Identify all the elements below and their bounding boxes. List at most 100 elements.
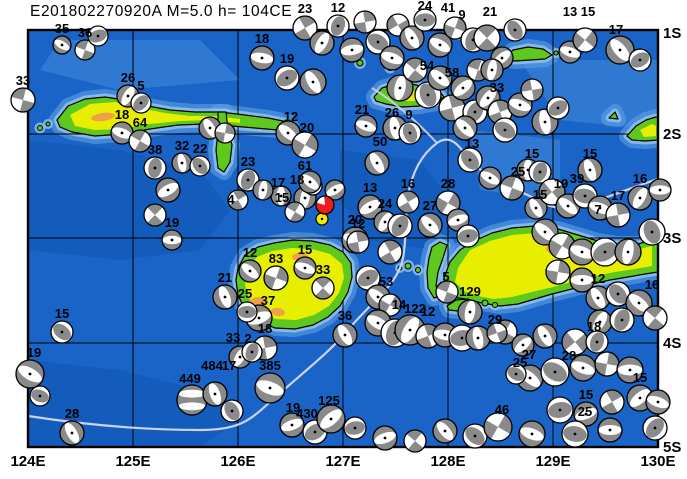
focal-mechanism [128, 129, 152, 153]
depth-label: 15 [533, 187, 547, 202]
depth-label: 122 [404, 301, 426, 316]
focal-mechanism [10, 87, 36, 113]
depth-label: 15 [579, 387, 593, 402]
depth-label: 36 [338, 308, 352, 323]
focal-mechanism [343, 416, 367, 440]
focal-mechanism [274, 65, 300, 91]
depth-label: 15 [633, 370, 647, 385]
axis-labels: 124E 125E 126E 127E 128E 129E 130E 1S 2S 3S 4S 5S [10, 25, 681, 470]
focal-mechanism [561, 328, 589, 356]
focal-mechanism [585, 330, 609, 354]
focal-mechanism [478, 166, 502, 190]
depth-label: 15 [581, 4, 595, 19]
focal-mechanism [572, 27, 598, 53]
focal-mechanism [238, 259, 262, 283]
depth-label: 9 [458, 7, 465, 22]
focal-mechanism [590, 237, 620, 267]
depth-label: 7 [594, 202, 601, 217]
focal-mechanism [212, 284, 238, 310]
focal-mechanism [50, 320, 74, 344]
depth-label: 125 [318, 393, 340, 408]
focal-mechanism [284, 201, 306, 223]
depth-label: 12 [421, 304, 435, 319]
focal-mechanism [518, 420, 546, 448]
lon-label: 127E [325, 453, 360, 470]
focal-mechanism [254, 372, 286, 404]
depth-label: 15 [55, 306, 69, 321]
depth-label: 32 [175, 138, 189, 153]
focal-mechanism [456, 224, 480, 248]
focal-mechanism [110, 121, 134, 145]
focal-mechanism [87, 25, 109, 47]
focal-mechanism [443, 16, 467, 40]
depth-label: 12 [351, 216, 365, 231]
focal-mechanism [291, 131, 319, 159]
focal-mechanism [642, 415, 668, 441]
focal-mechanism [387, 213, 413, 239]
depth-label: 18 [115, 107, 129, 122]
lat-label: 4S [663, 335, 681, 352]
focal-mechanism [202, 381, 228, 407]
focal-mechanism [52, 35, 72, 55]
focal-mechanism [220, 399, 244, 423]
focal-mechanism [214, 122, 236, 144]
focal-mechanism [355, 265, 381, 291]
depth-label: 449 [179, 371, 201, 386]
focal-mechanism [357, 194, 383, 220]
depth-label: 27 [423, 198, 437, 213]
depth-label: 12 [284, 109, 298, 124]
focal-mechanism [435, 280, 459, 304]
depth-label: 16 [401, 176, 415, 191]
focal-mechanism [597, 417, 623, 443]
focal-mechanism [293, 256, 317, 280]
depth-label: 13 [563, 4, 577, 19]
focal-mechanism [645, 389, 671, 415]
focal-mechanism [386, 74, 414, 102]
depth-label: 64 [133, 115, 148, 130]
lat-label: 2S [663, 126, 681, 143]
focal-mechanism [520, 78, 544, 102]
depth-label: 33 [226, 330, 240, 345]
focal-mechanism [364, 150, 390, 176]
focal-mechanism [263, 265, 289, 291]
focal-mechanism [605, 202, 631, 228]
focal-mechanism [311, 276, 335, 300]
focal-mechanism [546, 96, 570, 120]
focal-mechanism [399, 25, 425, 51]
focal-mechanism [396, 190, 420, 214]
focal-mechanism [398, 121, 422, 145]
depth-label: 33 [490, 80, 504, 95]
focal-mechanism [616, 356, 644, 384]
focal-mechanism [236, 168, 260, 192]
focal-mechanism [326, 14, 350, 38]
focal-mechanism [292, 15, 318, 41]
focal-mechanism [648, 178, 672, 202]
focal-mechanism [176, 384, 208, 416]
focal-mechanism [450, 75, 476, 101]
depth-label: 28 [562, 348, 576, 363]
depth-label: 37 [261, 293, 275, 308]
lat-label: 3S [663, 230, 681, 247]
focal-mechanism [324, 179, 346, 201]
depth-label: 39 [570, 171, 584, 186]
depth-label: 28 [65, 406, 79, 421]
focal-mechanism [609, 307, 635, 333]
depth-label: 20 [348, 212, 362, 227]
focal-mechanism [59, 420, 85, 446]
focal-mechanism [130, 92, 152, 114]
depth-label: 15 [525, 146, 539, 161]
depth-label: 17 [271, 175, 285, 190]
depth-label: 20 [300, 120, 314, 135]
focal-mechanism [417, 212, 443, 238]
depth-label: 54 [420, 58, 435, 73]
focal-mechanism [457, 299, 483, 325]
depth-label: 19 [165, 215, 179, 230]
depth-label: 28 [441, 176, 455, 191]
depth-label: 33 [16, 73, 30, 88]
focal-mechanism [413, 8, 437, 32]
depth-label: 25 [513, 355, 527, 370]
focal-mechanism [372, 425, 398, 451]
depth-label: 4 [227, 192, 235, 207]
